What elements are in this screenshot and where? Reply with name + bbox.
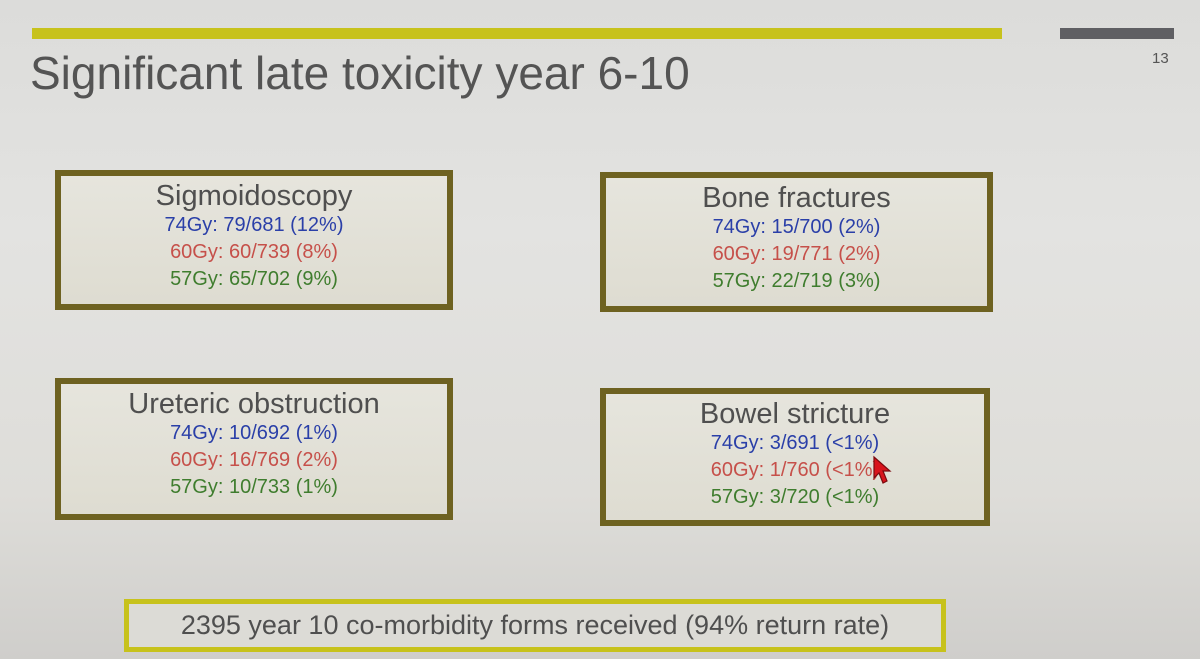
box-heading: Ureteric obstruction xyxy=(128,388,380,420)
dose-60gy-line: 60Gy: 16/769 (2%) xyxy=(170,449,338,471)
dose-74gy-line: 74Gy: 79/681 (12%) xyxy=(164,214,344,236)
accent-bar xyxy=(32,28,1002,39)
laser-pointer-cursor-icon xyxy=(873,455,892,484)
dose-57gy-line: 57Gy: 3/720 (<1%) xyxy=(710,486,880,508)
bowel-stricture-box: Bowel stricture 74Gy: 3/691 (<1%) 60Gy: … xyxy=(600,388,990,526)
slide-title: Significant late toxicity year 6-10 xyxy=(30,47,690,99)
sigmoidoscopy-box: Sigmoidoscopy 74Gy: 79/681 (12%) 60Gy: 6… xyxy=(55,170,453,310)
dose-74gy-line: 74Gy: 15/700 (2%) xyxy=(712,216,881,238)
dose-57gy-line: 57Gy: 22/719 (3%) xyxy=(712,270,881,292)
dose-60gy-line: 60Gy: 19/771 (2%) xyxy=(712,243,881,265)
dose-74gy-line: 74Gy: 10/692 (1%) xyxy=(170,422,338,444)
dose-57gy-line: 57Gy: 65/702 (9%) xyxy=(170,268,338,290)
dose-74gy-line: 74Gy: 3/691 (<1%) xyxy=(710,432,880,454)
box-heading: Bone fractures xyxy=(702,182,891,214)
box-heading: Sigmoidoscopy xyxy=(155,180,353,212)
dose-60gy-line: 60Gy: 60/739 (8%) xyxy=(170,241,338,263)
corner-bar xyxy=(1060,28,1174,39)
bone-fractures-box: Bone fractures 74Gy: 15/700 (2%) 60Gy: 1… xyxy=(600,172,993,312)
footer-note: 2395 year 10 co-morbidity forms received… xyxy=(124,599,946,652)
page-number: 13 xyxy=(1152,50,1169,67)
dose-60gy-line: 60Gy: 1/760 (<1%) xyxy=(710,459,880,481)
dose-57gy-line: 57Gy: 10/733 (1%) xyxy=(170,476,338,498)
box-heading: Bowel stricture xyxy=(699,398,891,430)
ureteric-obstruction-box: Ureteric obstruction 74Gy: 10/692 (1%) 6… xyxy=(55,378,453,520)
